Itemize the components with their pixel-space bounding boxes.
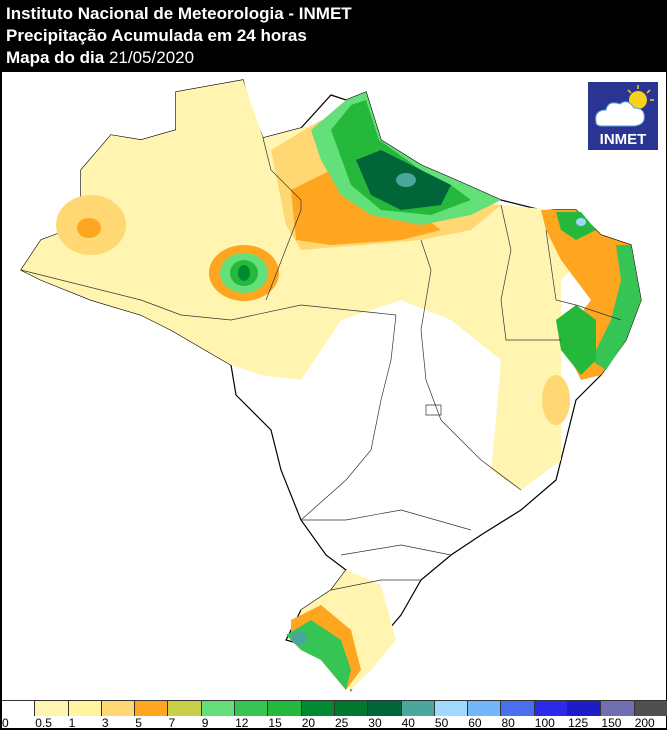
legend-swatch	[534, 700, 569, 716]
legend-label: 7	[168, 716, 176, 730]
rain-12-20-ceara	[556, 212, 596, 240]
legend-swatch	[68, 700, 102, 716]
rain-3-5-bahia	[542, 375, 570, 425]
legend-swatch	[268, 700, 302, 716]
legend-swatch	[2, 700, 36, 716]
product-title: Precipitação Acumulada em 24 horas	[6, 26, 307, 45]
legend-label: 50	[434, 716, 449, 730]
legend-labels: 0 0.5 1 3 5 7 9 12 15 20 25 30 40 50 60 80 100 125 150 200	[0, 716, 667, 730]
legend-swatch	[634, 700, 667, 716]
legend-swatches	[2, 700, 667, 716]
rain-40-rs	[291, 631, 307, 645]
legend-label: 200	[634, 716, 655, 730]
legend-swatch	[601, 700, 635, 716]
legend-label: 60	[468, 716, 482, 730]
legend-swatch	[434, 700, 469, 716]
map-date: 21/05/2020	[108, 48, 195, 67]
rain-50-ceara	[576, 218, 586, 226]
legend-swatch	[235, 700, 269, 716]
inmet-logo: INMET	[588, 82, 658, 150]
legend-label: 15	[268, 716, 282, 730]
legend-label: 9	[201, 716, 209, 730]
rain-5-7-amazonas-west	[77, 218, 101, 238]
rain-9-20-northeast-coast	[591, 245, 641, 370]
state-borders	[20, 137, 622, 591]
map-frame: INMET	[1, 72, 667, 729]
legend-swatch	[101, 700, 136, 716]
legend-swatch	[468, 700, 502, 716]
legend-label: 5	[135, 716, 142, 730]
rain-40-marajo	[396, 173, 416, 187]
legend-label: 0	[2, 716, 9, 730]
legend-label: 1	[68, 716, 76, 730]
map-date-line: Mapa do dia 21/05/2020	[6, 48, 194, 68]
legend-swatch	[368, 700, 402, 716]
legend-swatch	[168, 700, 202, 716]
legend-swatch	[201, 700, 236, 716]
legend-swatch	[401, 700, 435, 716]
logo-text: INMET	[599, 131, 647, 148]
legend-swatch	[334, 700, 369, 716]
legend-label: 12	[235, 716, 249, 730]
legend-label: 100	[534, 716, 555, 730]
rain-0-5-north	[21, 80, 601, 490]
legend-swatch	[135, 700, 169, 716]
legend-label: 0.5	[35, 716, 52, 730]
legend-swatch	[301, 700, 335, 716]
rain-12-30-pernambuco	[556, 305, 596, 375]
legend-label: 150	[601, 716, 622, 730]
brazil-precipitation-map	[20, 79, 642, 692]
legend-label: 20	[301, 716, 316, 730]
legend-label: 80	[501, 716, 515, 730]
date-label: Mapa do dia	[6, 48, 105, 67]
rain-20-25-rondonia	[238, 265, 250, 281]
legend-label: 30	[368, 716, 382, 730]
legend-label: 3	[101, 716, 109, 730]
legend-label: 25	[335, 716, 349, 730]
legend-swatch	[568, 700, 602, 716]
legend-label: 40	[401, 716, 415, 730]
legend-label: 125	[568, 716, 589, 730]
color-legend: 0 0.5 1 3 5 7 9 12 15 20 25 30 40 50 60 80 100 125 150 200	[0, 700, 667, 730]
cloud-sun-icon	[595, 85, 654, 127]
legend-swatch	[35, 700, 69, 716]
map-header: Instituto Nacional de Meteorologia - INM…	[0, 0, 667, 72]
legend-swatch	[501, 700, 535, 716]
institute-title: Instituto Nacional de Meteorologia - INM…	[6, 4, 352, 23]
